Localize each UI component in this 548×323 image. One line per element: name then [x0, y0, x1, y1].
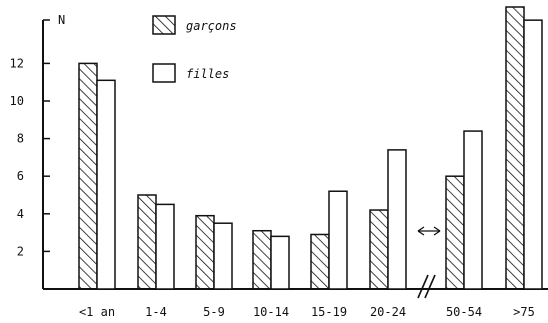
- bar-filles: [213, 222, 233, 290]
- bar-garcons: [505, 6, 525, 290]
- bar-garcons: [310, 233, 330, 290]
- y-tick-label: 2: [17, 244, 24, 258]
- bar-garcons: [252, 229, 272, 290]
- bar-filles: [463, 130, 483, 290]
- bar-garcons: [369, 209, 389, 290]
- axis-break-slash-1: [417, 274, 429, 299]
- legend-label-filles: filles: [186, 67, 229, 81]
- category-label: >75: [513, 305, 535, 319]
- y-tick-label: 8: [17, 132, 24, 146]
- bar-filles: [523, 19, 543, 290]
- category-label: 5-9: [203, 305, 225, 319]
- bar-garcons: [78, 62, 98, 290]
- category-label: 50-54: [446, 305, 482, 319]
- category-labels: <1 an 1-4 5-9 10-14 15-19 20-24 50-54 >75: [79, 305, 535, 319]
- category-label: 10-14: [253, 305, 289, 319]
- bar-filles: [270, 235, 290, 290]
- axis-break: [417, 226, 441, 299]
- category-label: <1 an: [79, 305, 115, 319]
- category-label: 1-4: [145, 305, 167, 319]
- bar-garcons: [195, 214, 215, 290]
- y-axis-unit-label: N: [58, 13, 65, 27]
- bar-filles: [387, 149, 407, 290]
- bar-filles: [155, 203, 175, 290]
- bar-filles: [96, 79, 116, 290]
- bar-filles: [328, 190, 348, 290]
- legend-label-garcons: garçons: [186, 19, 237, 33]
- axis-break-arrow-left-head: [417, 226, 425, 236]
- bars: [78, 6, 543, 290]
- bar-garcons: [137, 194, 157, 290]
- legend-swatch-garcons: [152, 15, 176, 35]
- y-tick-label: 4: [17, 207, 24, 221]
- y-tick-label: 12: [10, 56, 24, 70]
- bar-garcons: [445, 175, 465, 290]
- category-label: 15-19: [311, 305, 347, 319]
- category-label: 20-24: [370, 305, 406, 319]
- legend-swatch-filles: [152, 63, 176, 83]
- legend: garçons filles: [152, 15, 237, 83]
- axis-break-slash-2: [424, 274, 436, 299]
- axis-break-arrow-right-head: [433, 226, 441, 236]
- y-axis-ticks: 2 4 6 8 10 12: [10, 56, 50, 258]
- y-tick-label: 6: [17, 169, 24, 183]
- y-tick-label: 10: [10, 94, 24, 108]
